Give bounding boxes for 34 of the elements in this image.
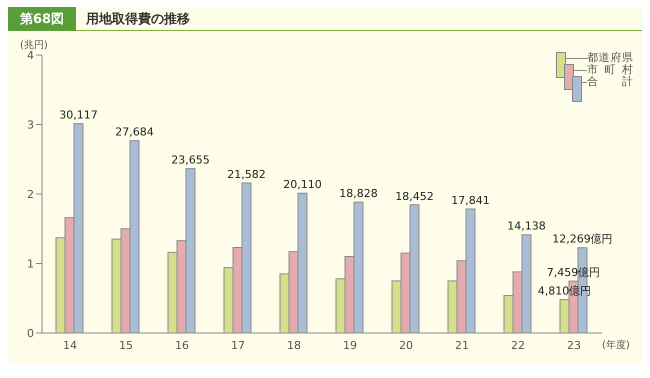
y-tick-label: 2 (27, 188, 34, 201)
text: 第68図 (8, 7, 76, 31)
annotation: 18,828 (339, 187, 378, 200)
annotation: 4,810億円 (538, 284, 592, 298)
x-tick-label: 18 (287, 338, 301, 352)
chart-title: 用地取得費の推移 (86, 11, 190, 28)
annotation: 18,452 (395, 190, 434, 203)
y-axis-title: (兆円) (20, 38, 48, 51)
annotation: 17,841 (451, 194, 490, 208)
annotation: 23,655 (171, 154, 210, 167)
y-tick-label: 1 (27, 257, 34, 270)
y-tick-label: 0 (27, 326, 34, 340)
annotation: 20,110 (283, 178, 322, 192)
x-tick-label: 23 (567, 338, 581, 352)
legend-label: 合計 (587, 75, 633, 89)
x-tick-label: 19 (343, 338, 357, 352)
x-axis-title: (年度) (602, 338, 630, 352)
y-tick-label: 4 (27, 48, 34, 62)
x-tick-label: 15 (119, 338, 133, 352)
annotation: 7,459億円 (546, 266, 600, 280)
annotation: 21,582 (227, 168, 266, 182)
x-tick-label: 22 (511, 338, 525, 352)
annotation: 27,684 (115, 126, 154, 139)
annotation: 14,138 (507, 220, 546, 233)
x-tick-label: 16 (175, 338, 189, 352)
legend-label: 都道府県 (587, 51, 633, 64)
annotation: 12,269億円 (552, 232, 613, 246)
x-tick-label: 20 (399, 338, 413, 352)
annotation: 30,117 (59, 108, 98, 122)
x-tick-label: 17 (231, 338, 245, 352)
legend-label: 市町村 (587, 63, 633, 76)
x-tick-label: 14 (63, 338, 77, 352)
x-tick-label: 21 (455, 338, 469, 352)
y-tick-label: 3 (27, 118, 34, 132)
